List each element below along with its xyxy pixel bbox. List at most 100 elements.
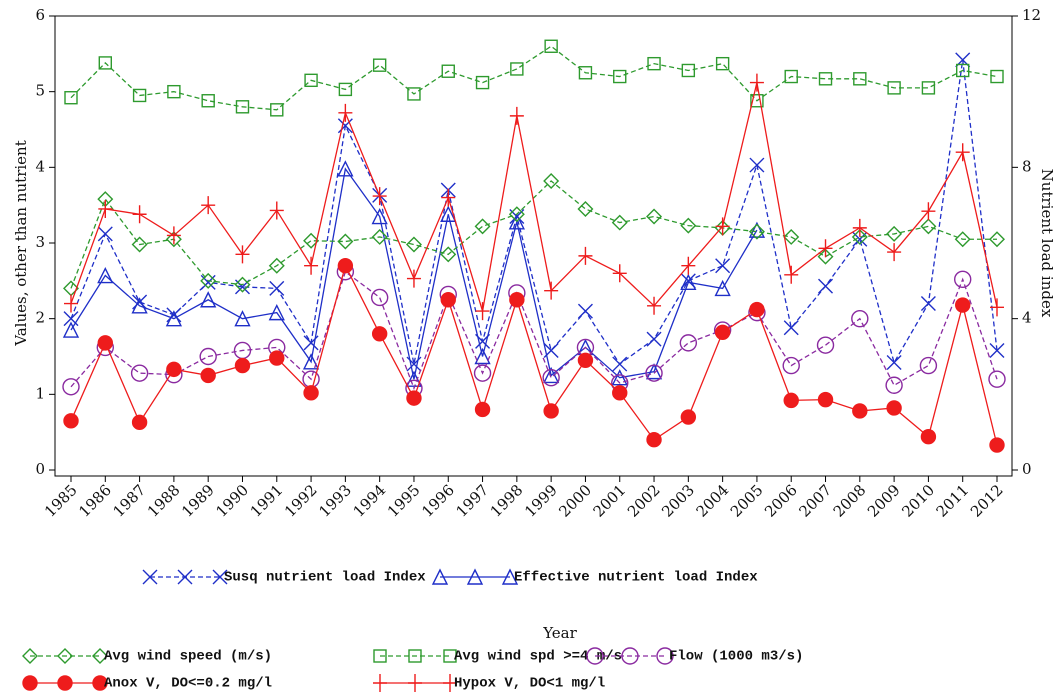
marker [544,39,558,53]
marker [338,82,353,97]
marker [508,206,525,223]
y-tick-label: 3 [35,233,45,251]
marker [611,369,628,386]
x-tick-label: 1991 [247,481,287,521]
x-tick-label: 2001 [590,481,630,521]
marker [578,246,593,265]
marker [543,172,560,189]
marker [22,675,38,691]
marker [166,307,182,323]
marker [542,368,560,387]
marker [177,569,193,585]
marker [304,256,319,275]
marker [955,297,971,313]
marker [269,280,285,296]
y2-tick-label: 4 [1022,309,1032,327]
marker [919,356,938,375]
marker [408,674,422,692]
y2-tick-label: 0 [1022,460,1032,478]
marker [886,355,902,371]
marker [475,75,490,90]
marker [921,202,936,221]
marker [577,352,594,368]
marker [408,649,422,663]
marker [64,91,78,105]
x-tick-label: 1990 [212,481,252,521]
marker [97,266,114,284]
marker [510,62,524,76]
marker [132,88,147,103]
marker [509,106,524,125]
marker [817,248,834,265]
marker [955,143,970,162]
marker [818,72,833,86]
marker [475,302,490,321]
marker [268,304,285,321]
marker [97,226,113,242]
marker [166,226,181,245]
marker [22,648,38,664]
x-tick-label: 2004 [693,481,733,521]
x-tick-label: 2002 [624,481,664,521]
marker [371,207,388,225]
marker [817,391,834,408]
marker [613,69,627,84]
marker [337,233,354,250]
marker [989,437,1005,453]
marker [98,56,112,70]
marker [166,361,182,378]
marker [886,400,902,416]
marker [783,392,799,409]
marker [887,81,901,95]
x-tick-label: 1988 [144,481,184,521]
marker [64,294,78,313]
legend-label: Avg wind spd >=4 m/s [454,649,622,665]
marker [373,649,387,663]
marker [887,243,902,262]
x-tick-label: 1985 [41,481,81,521]
marker [612,264,627,283]
marker [234,310,251,327]
marker [578,66,593,80]
marker [679,334,698,352]
marker [885,376,903,394]
marker [782,356,800,375]
x-tick-label: 2007 [795,481,835,521]
marker [990,69,1004,84]
marker [509,292,525,308]
series-line [70,45,998,111]
x-tick-label: 1997 [452,481,492,521]
x-tick-label: 2008 [830,481,870,521]
marker [57,648,73,664]
marker [441,64,455,78]
marker [748,221,766,238]
marker [749,73,764,92]
marker [508,213,525,230]
x-tick-label: 2012 [967,481,1007,521]
marker [920,429,937,445]
marker [372,58,387,72]
marker [988,370,1006,388]
marker [611,214,628,231]
marker [270,103,284,117]
x-tick-label: 1986 [75,481,115,521]
marker [62,321,80,338]
marker [656,647,674,665]
marker [921,81,936,95]
marker [440,205,457,222]
marker [406,390,422,406]
marker [92,648,108,664]
y-axis-label: Values, other than nutrient [12,140,30,346]
marker [165,310,183,327]
marker [303,385,319,401]
marker [681,63,696,78]
marker [373,674,387,692]
marker [501,568,519,585]
marker [473,364,492,382]
marker [852,403,868,419]
marker [57,675,73,691]
legend-label: Hypox V, DO<1 mg/l [454,676,605,692]
series-line [70,263,998,446]
x-tick-label: 1993 [315,481,355,521]
marker [199,347,217,366]
